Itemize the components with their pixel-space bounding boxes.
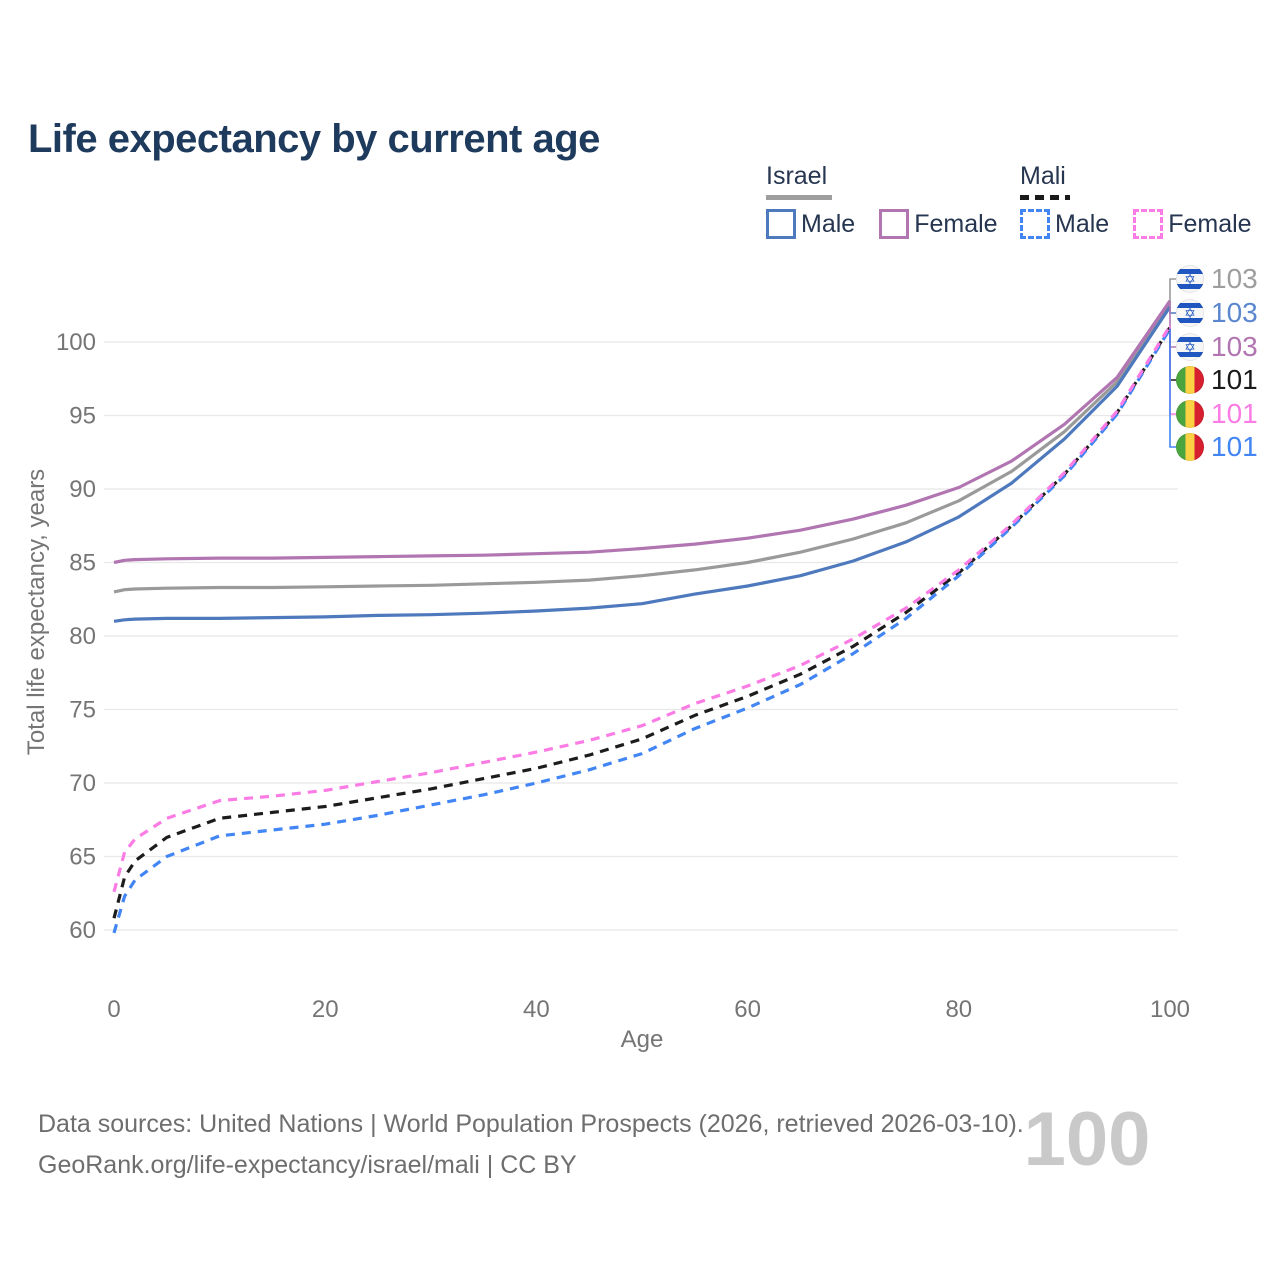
x-tick-label: 60 [734, 996, 761, 1023]
mali-female-swatch-icon [1133, 209, 1164, 239]
attribution-text: GeoRank.org/life-expectancy/israel/mali … [38, 1151, 577, 1179]
end-label-row: 103 [1176, 299, 1258, 327]
israel-flag-icon [1176, 299, 1204, 327]
legend-label: Male [1055, 209, 1110, 238]
age-watermark: 100 [1023, 1097, 1151, 1182]
x-tick-label: 100 [1150, 996, 1190, 1023]
series-line-mali[interactable] [112, 326, 1172, 919]
end-label-row: 103 [1176, 333, 1258, 361]
y-axis-title: Total life expectancy, years [23, 469, 50, 755]
legend-label: Male [801, 209, 856, 238]
end-value-label: 101 [1211, 431, 1258, 462]
legend-item-israel-male[interactable]: Male [766, 209, 855, 239]
end-label-row: 103 [1176, 265, 1258, 293]
end-value-label: 103 [1211, 331, 1258, 362]
data-source-text: Data sources: United Nations | World Pop… [38, 1110, 1024, 1138]
end-label-row: 101 [1176, 433, 1258, 461]
y-tick-label: 90 [69, 476, 96, 503]
y-tick-label: 85 [69, 550, 96, 577]
y-tick-label: 65 [69, 844, 96, 871]
mali-flag-icon [1176, 433, 1204, 461]
end-value-label: 103 [1211, 297, 1258, 328]
series-line-mali-female[interactable] [112, 324, 1172, 893]
chart-plot-area: 60 65 70 75 80 85 90 95 100 0 20 40 60 80 100 Age Total … [23, 278, 1190, 1053]
x-tick-label: 80 [945, 996, 972, 1023]
end-label-row: 101 [1176, 366, 1258, 394]
x-tick-label: 20 [312, 996, 339, 1023]
legend-group-israel: Israel Male Female [766, 162, 998, 239]
mali-flag-icon [1176, 400, 1204, 428]
legend-group-mali: Mali Male Female [1020, 162, 1252, 239]
end-label-connector [1169, 328, 1176, 448]
end-label-row: 101 [1176, 400, 1258, 428]
israel-female-swatch-icon [879, 209, 910, 239]
y-tick-label: 75 [69, 697, 96, 724]
legend-group-mali-title: Mali [1020, 162, 1070, 200]
line-chart: 60 65 70 75 80 85 90 95 100 0 20 40 60 80 100 Age Total … [0, 240, 1280, 1178]
page-title: Life expectancy by current age [28, 116, 600, 161]
legend-item-mali-female[interactable]: Female [1133, 209, 1252, 239]
y-tick-label: 80 [69, 623, 96, 650]
y-tick-label: 100 [56, 329, 96, 356]
legend-label: Female [1168, 209, 1252, 238]
mali-male-swatch-icon [1020, 209, 1050, 239]
israel-male-swatch-icon [766, 209, 796, 239]
series-line-israel[interactable] [113, 302, 1172, 594]
end-value-label: 101 [1211, 364, 1258, 395]
series-line-israel-male[interactable] [113, 305, 1172, 623]
y-tick-label: 70 [69, 770, 96, 797]
y-tick-label: 95 [69, 403, 96, 430]
x-axis-title: Age [621, 1026, 664, 1053]
israel-line-style-swatch [766, 195, 832, 200]
legend-item-israel-female[interactable]: Female [879, 209, 998, 239]
israel-flag-icon [1176, 333, 1204, 361]
chart-footer: Data sources: United Nations | World Pop… [38, 1104, 1024, 1186]
mali-line-style-swatch [1020, 195, 1070, 200]
mali-flag-icon [1176, 366, 1204, 394]
x-tick-label: 40 [523, 996, 550, 1023]
israel-flag-icon [1176, 265, 1204, 293]
end-value-label: 103 [1211, 263, 1258, 294]
end-label-connector [1169, 278, 1176, 304]
end-value-label: 101 [1211, 398, 1258, 429]
series-line-israel-female[interactable] [113, 299, 1172, 565]
x-tick-label: 0 [107, 996, 120, 1023]
series-line-mali-male[interactable] [112, 327, 1172, 934]
legend-item-mali-male[interactable]: Male [1020, 209, 1109, 239]
y-tick-label: 60 [69, 917, 96, 944]
legend-label: Female [914, 209, 998, 238]
legend-group-israel-title: Israel [766, 162, 832, 200]
